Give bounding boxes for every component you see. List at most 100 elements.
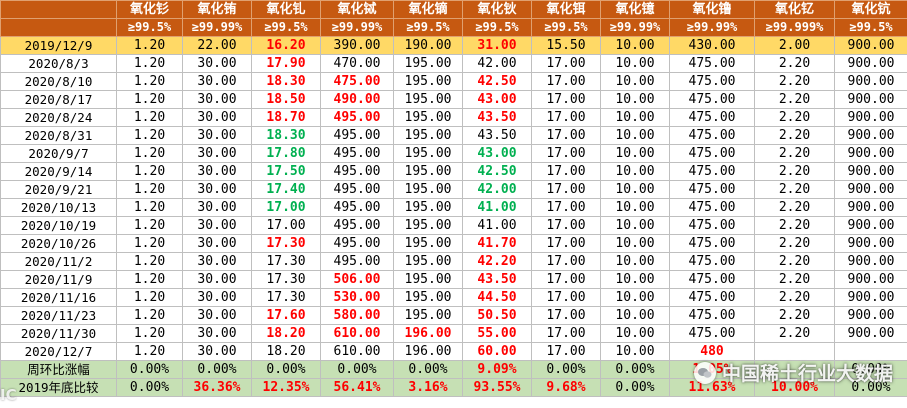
row-date: 2020/11/23 — [0, 306, 117, 325]
header-row-purities: ≥99.5% ≥99.99% ≥99.5% ≥99.99% ≥99.5% ≥99.5% ≥9… — [0, 18, 907, 37]
price-cell: 30.00 — [182, 252, 252, 271]
price-cell: 495.00 — [320, 216, 394, 235]
price-cell: 1.20 — [116, 270, 183, 289]
price-cell: 43.50 — [462, 126, 532, 145]
row-date: 2020/11/30 — [0, 324, 117, 343]
price-cell: 530.00 — [320, 288, 394, 307]
price-cell: 0.00% — [834, 378, 907, 397]
price-cell: 195.00 — [393, 54, 463, 73]
price-cell: 17.00 — [531, 234, 601, 253]
price-cell: 41.00 — [462, 198, 532, 217]
price-cell: 3.16% — [393, 378, 463, 397]
table-row: 2020/11/2 1.20 30.00 17.30 495.00 195.00 42.20… — [0, 252, 907, 271]
price-cell: 10.00 — [600, 180, 670, 199]
price-cell: 43.50 — [462, 270, 532, 289]
price-cell: 44.50 — [462, 288, 532, 307]
price-cell: 430.00 — [669, 36, 755, 55]
price-cell: 17.60 — [251, 306, 321, 325]
price-cell: 2.20 — [754, 270, 835, 289]
price-cell: 1.20 — [116, 216, 183, 235]
price-cell: 30.00 — [182, 306, 252, 325]
price-cell: 196.00 — [393, 324, 463, 343]
table-row: 2020/10/19 1.20 30.00 17.00 495.00 195.00 41.0… — [0, 216, 907, 235]
price-cell: 2.20 — [754, 306, 835, 325]
price-cell: 17.00 — [531, 54, 601, 73]
price-cell: 475.00 — [669, 198, 755, 217]
price-cell: 2.00 — [754, 36, 835, 55]
row-date: 2020/11/9 — [0, 270, 117, 289]
price-cell: 495.00 — [320, 108, 394, 127]
price-cell: 17.00 — [531, 306, 601, 325]
table-row: 2020/11/16 1.20 30.00 17.30 530.00 195.00 44.5… — [0, 288, 907, 307]
price-cell: 900.00 — [834, 234, 907, 253]
price-cell: 10.00 — [600, 270, 670, 289]
price-cell: 10.00 — [600, 54, 670, 73]
header-purity: ≥99.5% — [116, 18, 183, 37]
price-cell: 56.41% — [320, 378, 394, 397]
price-cell: 42.50 — [462, 72, 532, 91]
table-row: 2020/8/24 1.20 30.00 18.70 495.00 195.00 43.50… — [0, 108, 907, 127]
price-cell: 475.00 — [669, 90, 755, 109]
price-cell: 1.20 — [116, 252, 183, 271]
price-cell: 475.00 — [669, 54, 755, 73]
price-cell: 17.00 — [531, 216, 601, 235]
price-cell: 195.00 — [393, 180, 463, 199]
table-row: 2020/8/10 1.20 30.00 18.30 475.00 195.00 42.50… — [0, 72, 907, 91]
price-cell: 2.20 — [754, 90, 835, 109]
header-compound: 氧化钇 — [754, 0, 835, 19]
price-cell: 0.00% — [600, 360, 670, 379]
price-cell: 195.00 — [393, 252, 463, 271]
header-compound: 氧化钬 — [462, 0, 532, 19]
table-row: 2020/10/13 1.20 30.00 17.00 495.00 195.00 41.0… — [0, 198, 907, 217]
price-cell: 9.09% — [462, 360, 532, 379]
price-cell: 17.40 — [251, 180, 321, 199]
price-cell: 10.00 — [600, 324, 670, 343]
price-cell: 41.00 — [462, 216, 532, 235]
table-row: 2020/10/26 1.20 30.00 17.30 495.00 195.00 41.7… — [0, 234, 907, 253]
price-cell: 900.00 — [834, 144, 907, 163]
price-cell: 16.20 — [251, 36, 321, 55]
price-cell: 31.00 — [462, 36, 532, 55]
price-cell: 1.20 — [116, 72, 183, 91]
price-cell: 475.00 — [669, 270, 755, 289]
price-cell: 506.00 — [320, 270, 394, 289]
price-cell: 2.20 — [754, 108, 835, 127]
row-date: 2020/10/26 — [0, 234, 117, 253]
price-cell: 17.00 — [531, 252, 601, 271]
price-cell: 195.00 — [393, 198, 463, 217]
price-cell: 475.00 — [669, 144, 755, 163]
price-cell: 30.00 — [182, 180, 252, 199]
price-cell: 1.20 — [116, 306, 183, 325]
price-cell: 43.00 — [462, 90, 532, 109]
row-date: 2020/11/2 — [0, 252, 117, 271]
price-cell: 10.00 — [600, 72, 670, 91]
price-cell: 495.00 — [320, 144, 394, 163]
price-cell: 475.00 — [669, 180, 755, 199]
price-cell: 17.30 — [251, 270, 321, 289]
price-cell: 610.00 — [320, 342, 394, 361]
price-cell — [754, 342, 835, 361]
header-purity: ≥99.5% — [462, 18, 532, 37]
table-row: 2020/8/3 1.20 30.00 17.90 470.00 195.00 42.00 1… — [0, 54, 907, 73]
price-cell: 470.00 — [320, 54, 394, 73]
price-cell: 2.20 — [754, 144, 835, 163]
price-cell: 900.00 — [834, 54, 907, 73]
price-cell: 17.00 — [531, 144, 601, 163]
price-cell: 0.00% — [320, 360, 394, 379]
row-date: 2019年底比较 — [0, 378, 117, 397]
price-cell: 10.00 — [600, 216, 670, 235]
price-cell: 18.20 — [251, 324, 321, 343]
price-cell: 55.00 — [462, 324, 532, 343]
price-cell: 610.00 — [320, 324, 394, 343]
price-cell: 475.00 — [669, 162, 755, 181]
price-cell: 195.00 — [393, 108, 463, 127]
price-cell: 17.00 — [251, 216, 321, 235]
row-date: 2020/10/13 — [0, 198, 117, 217]
price-cell: 2.20 — [754, 234, 835, 253]
price-cell: 15.50 — [531, 36, 601, 55]
summary-row: 周环比涨幅 0.00% 0.00% 0.00% 0.00% 0.00% 9.09% 0.00%… — [0, 360, 907, 379]
price-cell: 480 — [669, 342, 755, 361]
price-cell: 17.30 — [251, 234, 321, 253]
row-date: 2020/12/7 — [0, 342, 117, 361]
price-cell: 900.00 — [834, 162, 907, 181]
